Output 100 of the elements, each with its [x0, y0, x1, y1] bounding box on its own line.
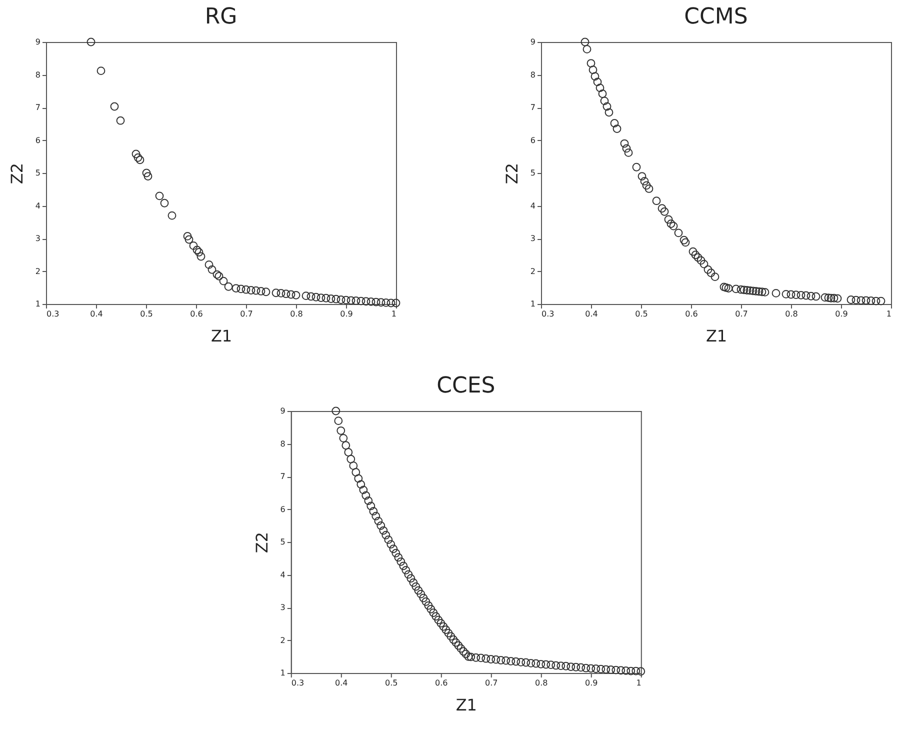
x-tick-label: 0.7	[240, 310, 253, 318]
y-tick-label: 8	[35, 70, 40, 80]
x-tick-label: 0.6	[685, 310, 698, 318]
chart-title: CCES	[436, 373, 496, 398]
y-tick-label: 6	[530, 136, 536, 145]
point	[316, 294, 326, 302]
y-tick-label: 2	[35, 266, 40, 276]
point	[252, 286, 260, 295]
y-tick-label: 1	[280, 668, 286, 678]
point	[232, 284, 240, 292]
point	[142, 168, 151, 178]
y-tick-label: 7	[530, 103, 536, 112]
chart-title: CCMS	[684, 4, 748, 30]
y-tick-label: 1	[35, 300, 40, 308]
x-tick-label: 0.9	[340, 310, 353, 318]
y-axis-title: Z2	[7, 162, 26, 184]
point	[168, 211, 176, 220]
point	[312, 292, 320, 302]
x-tick-label: 0.7	[735, 310, 748, 318]
point	[272, 288, 280, 298]
y-tick-label: 5	[35, 168, 40, 178]
x-tick-label: 1	[636, 678, 642, 688]
point	[346, 296, 356, 305]
point	[96, 66, 106, 76]
y-tick-label: 5	[530, 168, 536, 178]
point	[262, 288, 270, 296]
point	[306, 292, 316, 301]
x-tick-label: 0.8	[785, 310, 798, 318]
point	[276, 288, 286, 298]
y-tick-label: 9	[35, 38, 40, 46]
point	[136, 156, 144, 164]
y-tick-label: 2	[280, 636, 286, 645]
x-tick-label: 0.7	[485, 678, 498, 688]
y-tick-label: 1	[530, 300, 536, 308]
x-tick-label: 0.9	[835, 310, 848, 318]
point	[86, 38, 96, 46]
x-tick-label: 0.4	[335, 678, 348, 688]
x-tick-label: 1	[886, 310, 892, 318]
point	[372, 298, 380, 306]
y-tick-label: 3	[280, 603, 286, 612]
x-tick-label: 0.5	[140, 310, 153, 318]
x-tick-label: 0.5	[385, 678, 398, 688]
point	[132, 150, 140, 158]
point	[194, 248, 204, 256]
y-tick-label: 9	[530, 38, 536, 46]
x-tick-label: 0.4	[90, 310, 103, 318]
chart-title: RG	[204, 4, 238, 30]
x-axis-title: Z1	[210, 326, 232, 346]
y-tick-label: 8	[530, 70, 536, 80]
y-tick-label: 5	[280, 538, 286, 546]
point	[134, 153, 142, 162]
x-tick-label: 0.3	[291, 678, 304, 688]
point	[160, 198, 169, 208]
x-tick-label: 1	[391, 310, 396, 318]
point	[192, 246, 202, 254]
y-tick-label: 3	[530, 234, 536, 243]
point	[356, 296, 366, 306]
y-tick-label: 3	[35, 234, 40, 243]
point	[352, 296, 360, 305]
point	[302, 292, 310, 300]
y-tick-label: 7	[35, 103, 40, 112]
x-tick-label: 0.8	[535, 678, 548, 688]
point	[116, 116, 125, 125]
x-tick-label: 0.9	[585, 678, 598, 688]
y-tick-label: 7	[280, 472, 286, 481]
y-axis-title: Z2	[502, 162, 522, 184]
point	[386, 298, 396, 308]
point	[246, 286, 256, 294]
point	[242, 285, 250, 294]
x-tick-label: 0.8	[290, 310, 303, 318]
y-tick-label: 9	[280, 406, 286, 416]
y-tick-label: 8	[280, 439, 286, 448]
y-tick-label: 4	[280, 570, 286, 580]
y-tick-label: 4	[35, 201, 40, 210]
point	[110, 102, 119, 111]
point	[282, 290, 290, 298]
point	[362, 297, 370, 306]
point	[376, 298, 386, 307]
point	[392, 298, 400, 308]
y-tick-label: 6	[35, 136, 40, 145]
point	[155, 192, 164, 200]
point	[382, 298, 390, 307]
point	[332, 294, 340, 304]
y-tick-label: 2	[530, 266, 536, 276]
x-axis-title: Z1	[456, 696, 477, 714]
x-tick-label: 0.3	[542, 310, 554, 318]
point	[366, 298, 376, 306]
x-tick-label: 0.6	[435, 678, 448, 688]
point	[183, 232, 192, 240]
y-tick-label: 4	[530, 201, 536, 210]
point	[224, 282, 233, 291]
point	[184, 235, 194, 244]
x-tick-label: 0.4	[585, 310, 598, 318]
point	[326, 294, 336, 303]
point	[204, 260, 214, 269]
point	[212, 270, 222, 279]
x-tick-label: 0.3	[46, 310, 60, 318]
x-axis-title: Z1	[706, 326, 728, 346]
point	[189, 242, 198, 250]
x-tick-label: 0.5	[635, 310, 648, 318]
